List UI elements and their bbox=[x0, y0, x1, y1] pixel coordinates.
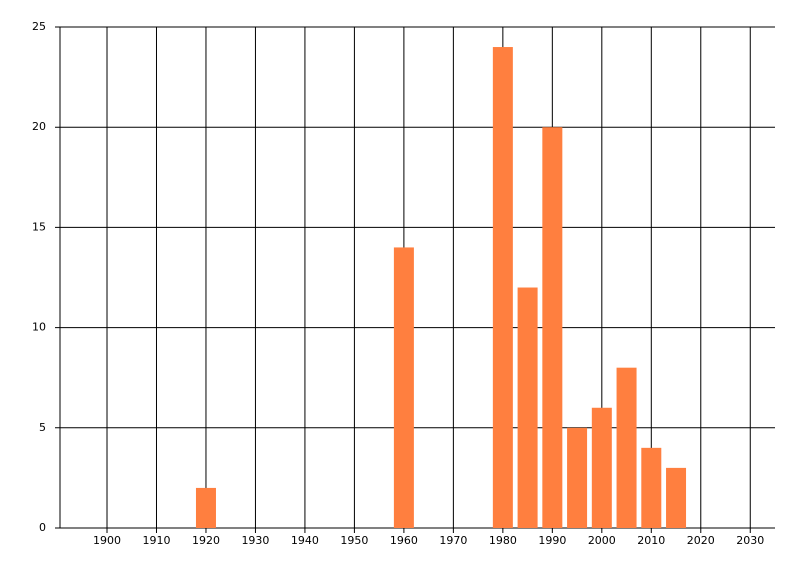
x-tick-label: 1910 bbox=[142, 534, 170, 547]
y-tick-label: 0 bbox=[39, 521, 46, 534]
x-tick-label: 1980 bbox=[489, 534, 517, 547]
bar bbox=[195, 487, 216, 528]
x-tick-label: 2030 bbox=[736, 534, 764, 547]
bar bbox=[641, 447, 662, 528]
bar bbox=[591, 407, 612, 528]
y-tick-label: 25 bbox=[32, 20, 46, 33]
bar bbox=[567, 427, 588, 528]
x-tick-label: 2010 bbox=[637, 534, 665, 547]
x-tick-label: 1990 bbox=[538, 534, 566, 547]
y-tick-label: 10 bbox=[32, 321, 46, 334]
bar bbox=[517, 287, 538, 528]
x-tick-label: 1970 bbox=[439, 534, 467, 547]
x-tick-label: 1920 bbox=[192, 534, 220, 547]
y-tick-label: 15 bbox=[32, 220, 46, 233]
x-tick-label: 1950 bbox=[340, 534, 368, 547]
y-tick-label: 20 bbox=[32, 120, 46, 133]
x-tick-label: 2000 bbox=[588, 534, 616, 547]
x-tick-label: 2020 bbox=[687, 534, 715, 547]
x-tick-label: 1940 bbox=[291, 534, 319, 547]
x-tick-label: 1960 bbox=[390, 534, 418, 547]
bar bbox=[542, 127, 563, 528]
bar bbox=[666, 467, 687, 528]
x-tick-label: 1930 bbox=[241, 534, 269, 547]
bar bbox=[492, 47, 513, 528]
bar bbox=[616, 367, 637, 528]
bar bbox=[393, 247, 414, 528]
y-tick-label: 5 bbox=[39, 421, 46, 434]
x-tick-label: 1900 bbox=[93, 534, 121, 547]
